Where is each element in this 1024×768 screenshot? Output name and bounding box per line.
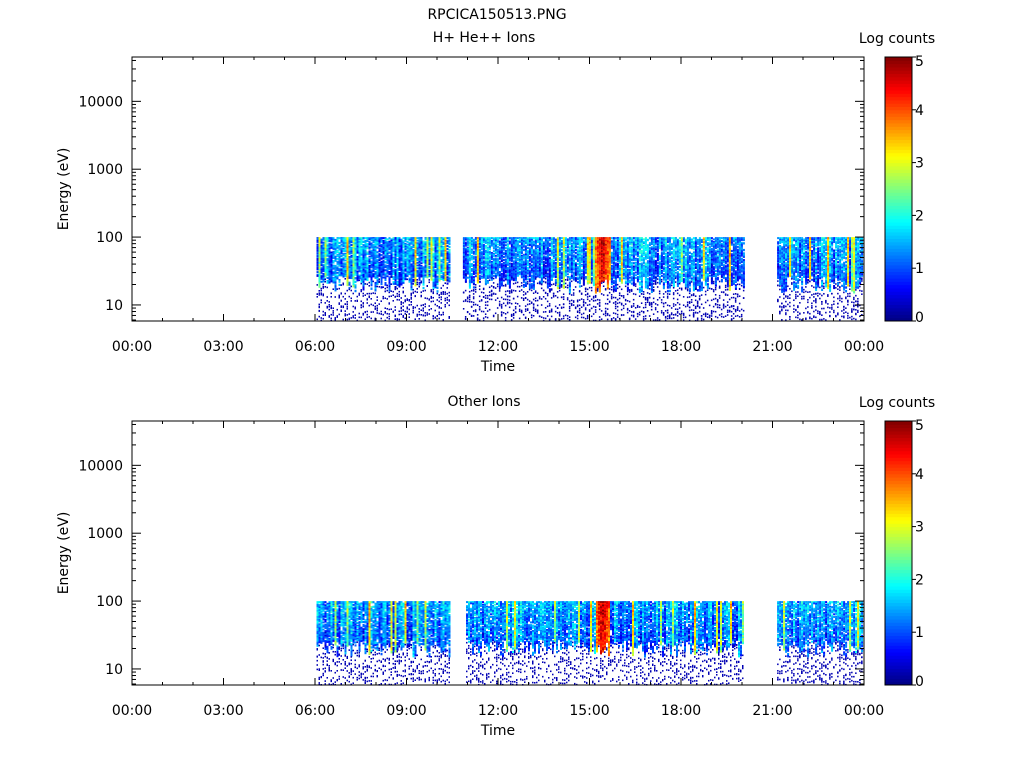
colorbar-tick-label: 3	[915, 520, 924, 536]
x-tick-label: 21:00	[752, 703, 792, 719]
colorbar-tick-label: 1	[915, 261, 924, 277]
y-tick-label: 100	[96, 594, 123, 610]
x-tick-label: 18:00	[661, 339, 701, 355]
panel-1: H+ He++ Ions 00:00 03:00 06:00 09:00 12:00 15:…	[56, 30, 935, 375]
figure-title: RPCICA150513.PNG	[427, 7, 566, 23]
colorbar-frame	[884, 56, 913, 322]
x-tick-label: 21:00	[752, 339, 792, 355]
x-tick-label: 15:00	[569, 339, 609, 355]
x-tick-label: 06:00	[295, 339, 335, 355]
y-axis: 10 100 1000 10000	[78, 59, 864, 321]
panel-title: H+ He++ Ions	[433, 30, 536, 46]
y-tick-label: 10	[105, 298, 123, 314]
panels: H+ He++ Ions 00:00 03:00 06:00 09:00 12:00 15:…	[56, 30, 935, 739]
colorbar-tick-label: 5	[915, 54, 924, 70]
y-tick-label: 10000	[78, 458, 123, 474]
colorbar: 0 1 2 3 4 5 Log counts	[859, 31, 935, 326]
x-tick-label: 06:00	[295, 703, 335, 719]
y-axis-label: Energy (eV)	[56, 148, 72, 231]
x-tick-label: 00:00	[844, 703, 884, 719]
panel-2: Other Ions 00:00 03:00 06:00 09:00 12:00 15:00…	[56, 394, 935, 739]
x-tick-label: 00:00	[844, 339, 884, 355]
colorbar-tick-label: 0	[915, 674, 924, 690]
colorbar-tick-label: 4	[915, 103, 924, 119]
y-tick-label: 1000	[87, 162, 123, 178]
heatmap-segment	[316, 237, 451, 322]
y-tick-label: 10	[105, 662, 123, 678]
colorbar-tick-label: 5	[915, 418, 924, 434]
colorbar: 0 1 2 3 4 5 Log counts	[859, 395, 935, 690]
y-axis-label: Energy (eV)	[56, 512, 72, 595]
x-axis-label: Time	[480, 359, 515, 375]
y-tick-label: 1000	[87, 526, 123, 542]
x-axis: 00:00 03:00 06:00 09:00 12:00 15:00 18:00 21:00…	[112, 57, 884, 355]
y-axis: 10 100 1000 10000	[78, 423, 864, 685]
y-tick-label: 100	[96, 230, 123, 246]
panel-title: Other Ions	[447, 394, 520, 410]
plot-frame	[131, 56, 865, 322]
x-tick-label: 18:00	[661, 703, 701, 719]
heatmap-segment	[462, 237, 745, 322]
x-tick-label: 03:00	[203, 339, 243, 355]
heatmap-cells	[316, 237, 864, 322]
colorbar-label: Log counts	[859, 395, 935, 411]
colorbar-label: Log counts	[859, 31, 935, 47]
colorbar-tick-label: 1	[915, 625, 924, 641]
x-tick-label: 03:00	[203, 703, 243, 719]
x-tick-label: 09:00	[386, 339, 426, 355]
colorbar-tick-label: 3	[915, 156, 924, 172]
colorbar-frame	[884, 420, 913, 686]
x-tick-label: 12:00	[478, 339, 518, 355]
x-axis: 00:00 03:00 06:00 09:00 12:00 15:00 18:00 21:00…	[112, 421, 884, 719]
heatmap-segment	[466, 601, 744, 686]
colorbar-tick-label: 0	[915, 310, 924, 326]
heatmap-segment	[777, 237, 864, 322]
colorbar-tick-label: 2	[915, 208, 924, 224]
colorbar-tick-label: 2	[915, 572, 924, 588]
x-tick-label: 15:00	[569, 703, 609, 719]
x-tick-label: 00:00	[112, 703, 152, 719]
y-tick-label: 10000	[78, 94, 123, 110]
heatmap-segment	[777, 601, 864, 686]
x-axis-label: Time	[480, 723, 515, 739]
heatmap-cells	[316, 601, 864, 686]
x-tick-label: 12:00	[478, 703, 518, 719]
x-tick-label: 09:00	[386, 703, 426, 719]
colorbar-tick-label: 4	[915, 467, 924, 483]
x-tick-label: 00:00	[112, 339, 152, 355]
heatmap-segment	[316, 601, 451, 686]
